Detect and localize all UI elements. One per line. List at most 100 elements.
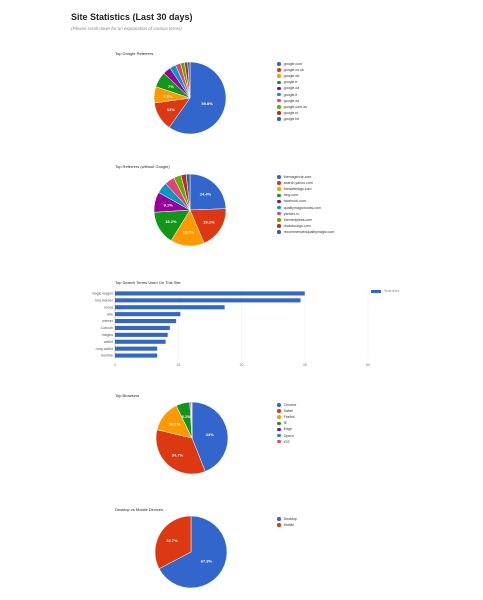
legend-swatch bbox=[277, 175, 281, 179]
legend-swatch bbox=[277, 224, 281, 228]
legend-label: Opera bbox=[283, 433, 294, 438]
legend-item-google-com-au: google.com.au bbox=[277, 104, 307, 110]
pie-chart-referrers: 24.4% 19.2% 15.2% 15.2% 9.1% bbox=[153, 173, 227, 247]
pie-slice-search-yahoo-com bbox=[189, 208, 227, 244]
legend-item-search-yahoo-com: search.yahoo.com bbox=[277, 180, 334, 186]
legend-item-yandex-ru: yandex.ru bbox=[277, 211, 334, 217]
legend-swatch bbox=[277, 111, 281, 115]
pie-chart-devices: 67.3% 32.7% bbox=[154, 515, 228, 589]
x-tick-label: 30 bbox=[240, 363, 244, 367]
y-tick-label-rung-wallet: rung wallet bbox=[96, 347, 113, 351]
legend-label: Edge bbox=[283, 427, 292, 432]
pie-slice-safari bbox=[155, 429, 206, 475]
legend-item-desktop: Desktop bbox=[277, 516, 297, 522]
legend-label: thewaltersgs.com bbox=[283, 187, 312, 192]
legend-swatch bbox=[277, 205, 281, 210]
legend-item-bing-com: bing.com bbox=[277, 192, 334, 198]
bar-warner bbox=[115, 319, 177, 324]
legend-swatch bbox=[277, 74, 281, 79]
legend-swatch bbox=[277, 187, 281, 192]
bar-dire bbox=[115, 312, 181, 317]
legend-item-searches: Searches bbox=[371, 288, 399, 294]
y-tick-label-dire: dire bbox=[107, 312, 113, 316]
pie-slice-label-google-com: 59.8% bbox=[201, 101, 213, 106]
pie-slice-google-be bbox=[187, 61, 191, 99]
legend-google-referrers: google.com google.co.uk google.de google.fr… bbox=[277, 61, 307, 122]
legend-label: google.ca bbox=[283, 86, 300, 91]
pie-slice-themagicicle-com bbox=[189, 173, 227, 211]
legend-item-opera: Opera bbox=[277, 432, 296, 438]
legend-item-qualitymagicbooks-com: qualitymagicbooks.com bbox=[277, 204, 334, 210]
legend-label: Desktop bbox=[283, 517, 297, 522]
pie-slice-chrome bbox=[191, 401, 229, 472]
legend-label: Safari bbox=[283, 409, 293, 414]
legend-item-ios: iOS bbox=[277, 439, 296, 445]
legend-swatch bbox=[277, 409, 281, 413]
legend-label: google.com bbox=[283, 62, 303, 67]
pie-slice-label-ie: 6.2% bbox=[182, 414, 192, 419]
legend-label: google.co.uk bbox=[283, 68, 304, 73]
legend-item-google-de: google.de bbox=[277, 73, 307, 79]
legend-label: recommendedqualitymagic.com bbox=[283, 229, 335, 234]
pie-slice-label-firefox: 14.1% bbox=[169, 421, 181, 426]
legend-label: Chrome bbox=[283, 403, 297, 408]
legend-label: Searches bbox=[384, 289, 400, 294]
pie-slice-google-com bbox=[168, 61, 227, 135]
legend-swatch bbox=[277, 80, 281, 85]
legend-label: Mobile bbox=[283, 523, 295, 528]
legend-swatch bbox=[277, 433, 281, 438]
pie-slice-label-bing-com: 15.2% bbox=[165, 219, 177, 224]
pie-chart-google-referrers: 59.8% 13% 7.3% 7% bbox=[153, 61, 227, 135]
legend-label: qualitymagicbooks.com bbox=[283, 205, 321, 210]
legend-label: iOS bbox=[283, 439, 290, 444]
y-tick-label-bumble: bumble bbox=[101, 354, 113, 358]
y-tick-label-rory-warner: rory warner bbox=[95, 299, 114, 303]
legend-referrers: themagicicle.com search.yahoo.com thewalte… bbox=[277, 174, 334, 235]
pie-slice-label-chrome: 44% bbox=[206, 432, 214, 437]
pie-slice-label-google-de: 7.3% bbox=[163, 93, 173, 98]
legend-swatch bbox=[277, 104, 281, 109]
legend-item-google-nl: google.nl bbox=[277, 110, 307, 116]
legend-item-chrome: Chrome bbox=[277, 402, 296, 408]
bar-chart-search-terms: 0 15 30 45 60 magic wagon rory warner lenya dire… bbox=[92, 290, 370, 367]
legend-swatch bbox=[277, 92, 281, 97]
legend-item-themagicicle-com: themagicicle.com bbox=[277, 174, 334, 180]
x-tick-label: 45 bbox=[303, 363, 307, 367]
legend-label: search.yahoo.com bbox=[283, 181, 313, 186]
chart-title-google-referrers: Top Google Referrers bbox=[115, 51, 154, 56]
legend-item-facebook-com: facebook.com bbox=[277, 198, 334, 204]
page-note: (Please scroll down for an explanation o… bbox=[71, 26, 182, 31]
legend-swatch bbox=[277, 98, 281, 103]
y-tick-label-warner: warner bbox=[102, 319, 114, 323]
chart-title-search-terms: Top Search Terms Used On This Site bbox=[115, 280, 181, 285]
legend-item-themedpress-com: themedpress.com bbox=[277, 217, 334, 223]
x-tick-label: 15 bbox=[176, 363, 180, 367]
bar-rory-warner bbox=[115, 298, 301, 303]
page-title: Site Statistics (Last 30 days) bbox=[71, 12, 193, 22]
pie-slice-label-google-co-uk: 13% bbox=[167, 107, 175, 112]
pie-slice-mobile bbox=[154, 515, 192, 570]
pie-slice-label-desktop: 67.3% bbox=[201, 559, 213, 564]
legend-swatch bbox=[371, 289, 381, 293]
bar-bumble bbox=[115, 353, 158, 358]
legend-item-firefox: Firefox bbox=[277, 414, 296, 420]
legend-swatch bbox=[277, 439, 281, 444]
legend-item-google-be: google.be bbox=[277, 116, 307, 122]
legend-swatch bbox=[277, 68, 281, 72]
chart-title-devices: Desktop vs Mobile Devices bbox=[115, 507, 164, 512]
legend-swatch bbox=[277, 421, 281, 426]
legend-swatch bbox=[277, 230, 281, 234]
legend-swatch bbox=[277, 117, 281, 121]
y-tick-label-lenya: lenya bbox=[104, 305, 113, 309]
legend-label: IE bbox=[283, 421, 287, 426]
y-tick-label-magic-wagon: magic wagon bbox=[92, 292, 113, 296]
legend-label: themagicicle.com bbox=[283, 175, 312, 180]
chart-title-browsers: Top Browsers bbox=[115, 393, 140, 398]
bar-magics bbox=[115, 332, 168, 337]
pie-slice-label-mobile: 32.7% bbox=[166, 538, 178, 543]
legend-item-ie: IE bbox=[277, 420, 296, 426]
y-tick-label-magics: magics bbox=[102, 333, 114, 337]
pie-slice-label-safari: 34.7% bbox=[172, 452, 184, 457]
pie-slice-label-themagicicle-com: 24.4% bbox=[200, 191, 212, 196]
legend-browsers: Chrome Safari Firefox IE Edge Opera iOS bbox=[277, 402, 296, 445]
